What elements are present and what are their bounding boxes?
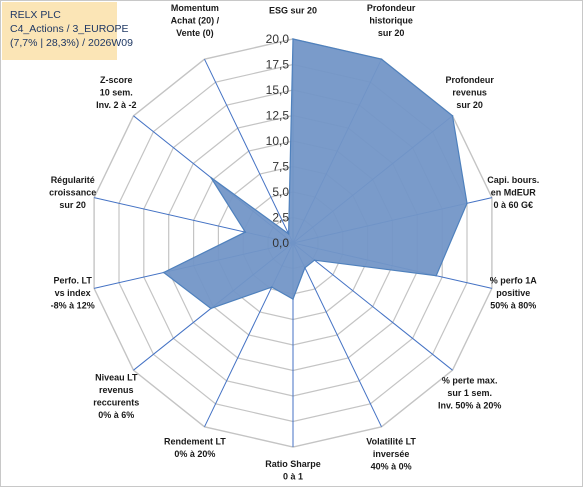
data-point — [435, 274, 438, 277]
axis-label-line: Inv. 50% à 20% — [438, 401, 501, 411]
spoke — [204, 58, 294, 244]
radial-tick-label: 7,5 — [272, 160, 289, 174]
axis-label-line: Vente (0) — [176, 28, 214, 38]
data-point — [292, 298, 294, 300]
data-point — [210, 307, 212, 310]
spoke — [292, 242, 453, 371]
axis-label-line: Régularité — [51, 175, 95, 185]
axis-label: Z-score 10 sem. Inv. 2 à -2 — [96, 75, 136, 110]
axis-label: Note ESG sur 20 — [269, 1, 317, 16]
axis-label: Perfo. LT vs index -8% à 12% — [51, 276, 95, 311]
axis-label-line: -8% à 12% — [51, 301, 95, 311]
axis-label-line: vs index — [55, 288, 91, 298]
axis-label-line: sur 1 sem. — [447, 388, 492, 398]
axis-label-line: Rendement LT — [164, 437, 226, 447]
axis-label-line: 0% à 20% — [174, 449, 215, 459]
axis-label-line: 0 à 60 G€ — [494, 200, 534, 210]
stats-label: (7,7% | 28,3%) / 2026W09 — [10, 37, 133, 49]
data-point — [304, 267, 306, 269]
data-point — [287, 233, 290, 235]
axis-label: Capi. bours. en MdEUR 0 à 60 G€ — [487, 175, 539, 210]
axis-label-line: Momentum — [171, 3, 219, 13]
axis-label: Ratio Sharpe 0 à 1 — [265, 459, 321, 482]
axis-label-line: % perte max. — [442, 376, 498, 386]
axis-label-line: inversée — [373, 449, 410, 459]
data-point — [451, 115, 454, 117]
data-point — [292, 38, 294, 40]
data-point — [210, 176, 212, 179]
axis-label-line: croissance — [49, 188, 96, 198]
axis-label-line: historique — [369, 15, 413, 25]
axis-label: Régularité croissance sur 20 — [49, 175, 96, 210]
axis-label-line: en MdEUR — [491, 188, 537, 198]
category-label: C4_Actions / 3_EUROPE — [10, 23, 129, 35]
radial-tick-label: 15,0 — [266, 83, 290, 97]
data-point — [313, 259, 316, 262]
radial-tick-label: 17,5 — [266, 58, 290, 72]
axis-label-line: % perfo 1A — [490, 276, 538, 286]
axis-label-line: positive — [496, 288, 530, 298]
axis-label-line: Z-score — [100, 75, 133, 85]
axis-label-line: revenus — [452, 88, 487, 98]
axis-label-line: ESG sur 20 — [269, 6, 317, 16]
axis-label-line: 50% à 80% — [490, 301, 536, 311]
axis-label: Volatilité LT inversée 40% à 0% — [366, 437, 416, 472]
axis-label-line: 0% à 6% — [98, 410, 134, 420]
axis-label: % perfo 1A positive 50% à 80% — [490, 276, 538, 311]
data-point — [271, 286, 273, 288]
axis-label-line: Inv. 2 à -2 — [96, 100, 136, 110]
axis-label: Niveau LT revenus reccurents 0% à 6% — [93, 372, 139, 420]
info-box: RELX PLC C4_Actions / 3_EUROPE (7,7% | 2… — [2, 2, 133, 60]
axis-label-line: 10 sem. — [100, 88, 133, 98]
axis-label-line: revenus — [99, 385, 134, 395]
data-point — [162, 271, 165, 274]
axis-label-line: sur 20 — [378, 28, 405, 38]
axis-label-line: reccurents — [93, 397, 139, 407]
axis-label-line: Perfo. LT — [54, 276, 93, 286]
data-point — [380, 58, 383, 60]
radial-tick-label: 10,0 — [266, 134, 290, 148]
radial-tick-label: 2,5 — [272, 211, 289, 225]
axis-label-line: Achat (20) / — [171, 15, 220, 25]
axis-label-line: Profondeur — [367, 3, 416, 13]
radial-tick-label: 5,0 — [272, 185, 289, 199]
data-series-area — [162, 38, 468, 310]
axis-label-line: Note — [283, 1, 303, 3]
radial-tick-label: 20,0 — [266, 32, 290, 46]
data-point — [244, 231, 247, 233]
axis-label-line: sur 20 — [59, 200, 86, 210]
axis-label-line: Niveau LT — [95, 372, 138, 382]
company-name: RELX PLC — [10, 9, 61, 21]
axis-label: Profondeur historique sur 20 — [367, 3, 416, 38]
axis-label-line: Ratio Sharpe — [265, 459, 321, 469]
radial-tick-label: 0,0 — [272, 236, 289, 250]
axis-label-line: sur 20 — [456, 100, 483, 110]
axis-label-line: 0 à 1 — [283, 472, 303, 482]
axis-label-line: Capi. bours. — [487, 175, 539, 185]
axis-label: Momentum Achat (20) / Vente (0) — [171, 3, 220, 38]
data-point — [466, 202, 468, 205]
radial-tick-label: 12,5 — [266, 109, 290, 123]
axis-label: Profondeur revenus sur 20 — [445, 75, 494, 110]
axis-label-line: Profondeur — [445, 75, 494, 85]
spoke — [292, 242, 382, 428]
axis-label: Rendement LT 0% à 20% — [164, 437, 226, 460]
axis-label-line: 40% à 0% — [371, 462, 412, 472]
axis-label: % perte max. sur 1 sem. Inv. 50% à 20% — [438, 376, 501, 411]
axis-label-line: Volatilité LT — [366, 437, 416, 447]
